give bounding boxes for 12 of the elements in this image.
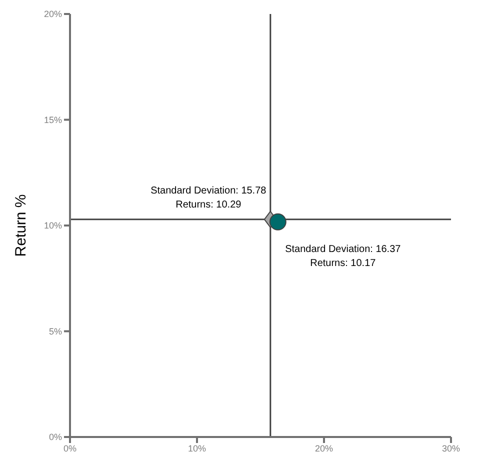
y-tick-label: 20% [44,9,62,20]
x-tick-label: 20% [314,443,334,454]
y-axis-title: Return % [12,194,30,257]
annotation: Standard Deviation: 15.78 Returns: 10.29 [150,185,267,210]
y-tick-label: 15% [44,114,62,125]
y-tick-label: 0% [48,432,62,442]
y-tick-label: 10% [44,220,62,231]
x-tick-label: 10% [188,443,206,454]
x-tick-label: 0% [63,443,77,454]
annotation: Standard Deviation: 16.37 Returns: 10.17 [285,244,402,269]
x-tick-label: 30% [442,443,460,454]
y-tick-label: 5% [48,326,62,336]
